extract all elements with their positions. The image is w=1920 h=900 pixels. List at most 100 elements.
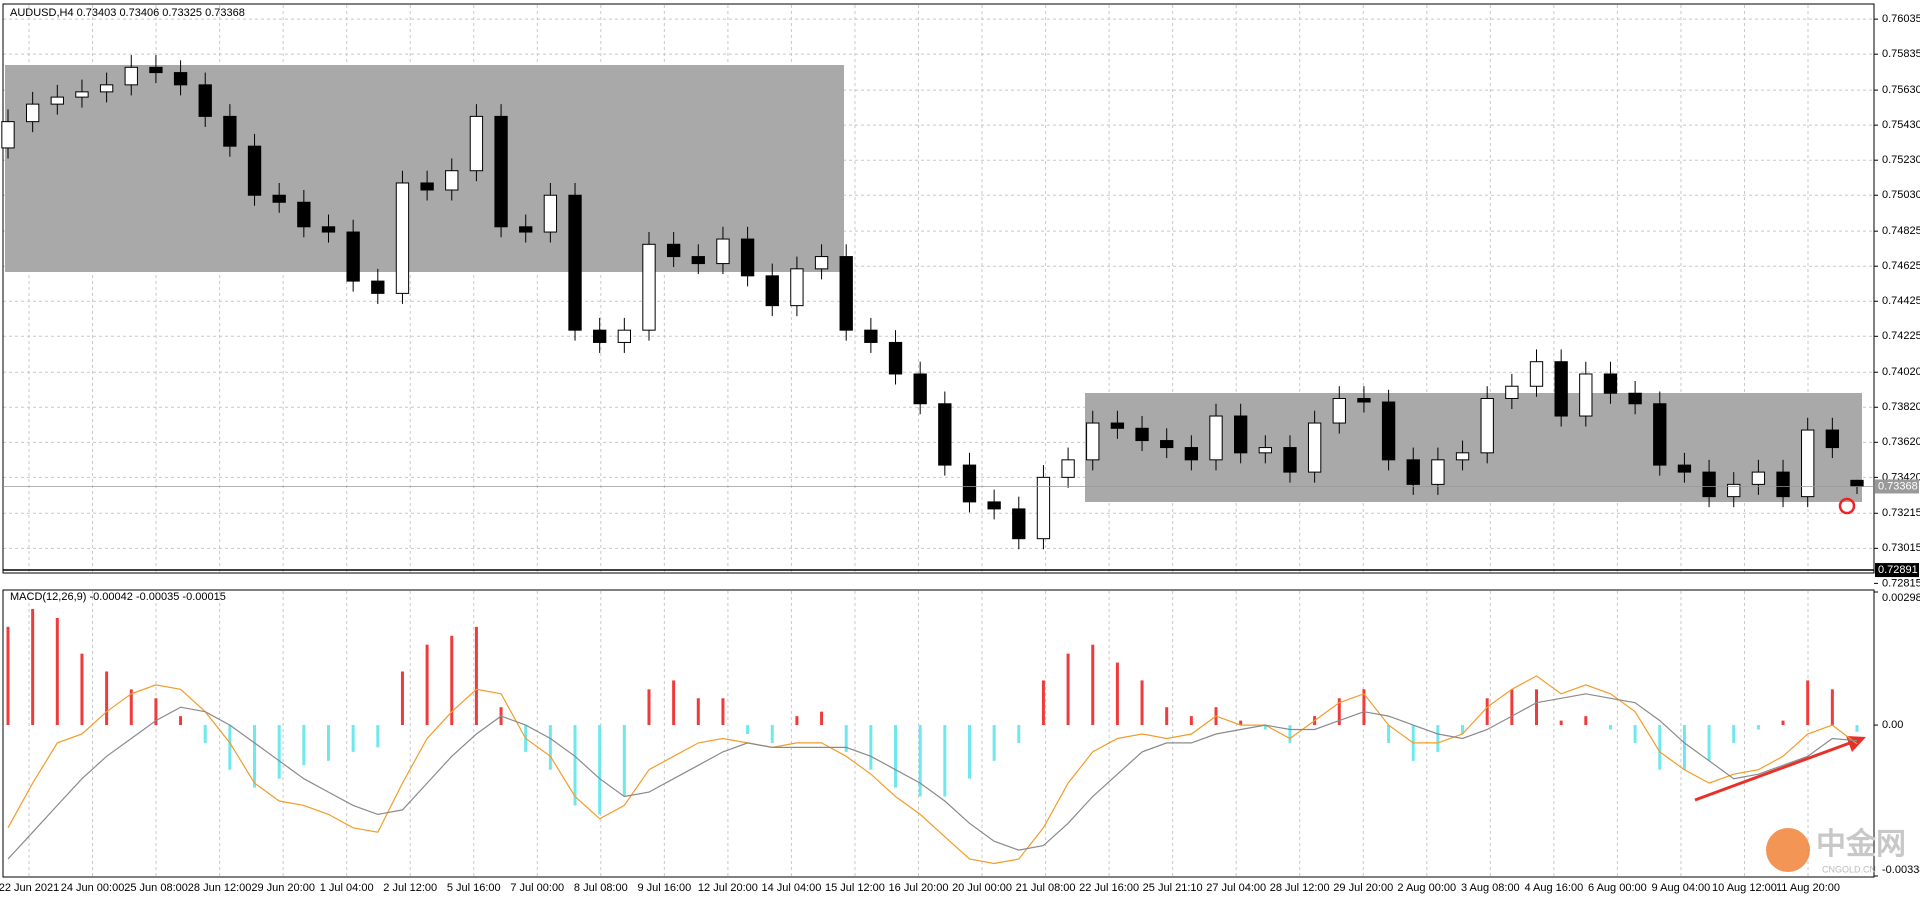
candle-body bbox=[223, 115, 237, 147]
y-tick-label: 0.76035 bbox=[1882, 13, 1920, 25]
y-tick-label: 0.75230 bbox=[1882, 154, 1920, 166]
macd-histogram-bar bbox=[1115, 662, 1119, 726]
y-tick-label: 0.73215 bbox=[1882, 507, 1920, 519]
chart-title: AUDUSD,H4 0.73403 0.73406 0.73325 0.7336… bbox=[10, 7, 245, 19]
candle-body bbox=[938, 403, 952, 466]
macd-histogram-bar bbox=[1189, 716, 1193, 726]
candle-body bbox=[1727, 483, 1741, 498]
macd-histogram-bar bbox=[1337, 698, 1341, 726]
macd-histogram-bar bbox=[253, 725, 257, 788]
macd-histogram-bar bbox=[1288, 725, 1292, 743]
marker-circle bbox=[1838, 497, 1856, 515]
x-tick-label: 29 Jun 20:00 bbox=[251, 882, 315, 894]
candle-body bbox=[346, 231, 360, 282]
y-tick-label: 0.74225 bbox=[1882, 330, 1920, 342]
candle-body bbox=[247, 145, 262, 196]
candle-body bbox=[1406, 459, 1420, 485]
x-tick-label: 11 Aug 20:00 bbox=[1776, 882, 1840, 894]
y-tick-label: 0.74425 bbox=[1882, 295, 1920, 307]
candle-body bbox=[864, 329, 878, 343]
candle-body bbox=[814, 256, 829, 270]
macd-histogram-bar bbox=[795, 716, 799, 726]
y-tick-label: 0.75030 bbox=[1882, 189, 1920, 201]
y-tick-label: 0.73820 bbox=[1882, 401, 1920, 413]
macd-histogram-bar bbox=[672, 680, 676, 726]
macd-histogram-bar bbox=[598, 725, 602, 815]
macd-histogram-bar bbox=[746, 725, 750, 734]
macd-histogram-bar bbox=[770, 725, 774, 743]
line-price-label: 0.72891 bbox=[1878, 564, 1918, 576]
x-tick-label: 2 Jul 12:00 bbox=[383, 882, 437, 894]
arrow-line bbox=[1694, 738, 1859, 802]
x-tick-label: 9 Jul 16:00 bbox=[637, 882, 691, 894]
y-tick-label: 0.72815 bbox=[1882, 577, 1920, 589]
macd-histogram-bar bbox=[129, 689, 133, 726]
candle-body bbox=[1234, 415, 1248, 454]
x-tick-label: 5 Jul 16:00 bbox=[447, 882, 501, 894]
macd-histogram-bar bbox=[203, 725, 207, 743]
macd-histogram-bar bbox=[1830, 689, 1834, 726]
macd-histogram-bar bbox=[1485, 698, 1489, 726]
macd-histogram-bar bbox=[474, 626, 478, 726]
candle-body bbox=[1086, 422, 1100, 461]
macd-histogram-bar bbox=[820, 711, 824, 726]
candle-body bbox=[395, 182, 410, 294]
candle-body bbox=[99, 84, 114, 93]
y-tick-label: 0.75430 bbox=[1882, 119, 1920, 131]
macd-histogram-bar bbox=[1461, 725, 1465, 734]
candle-body bbox=[765, 275, 779, 307]
macd-histogram-bar bbox=[844, 725, 848, 752]
x-tick-label: 9 Aug 04:00 bbox=[1652, 882, 1711, 894]
candle-body bbox=[272, 194, 286, 203]
grid-layer bbox=[3, 5, 1874, 876]
watermark-site: CNGOLD.CN bbox=[1822, 864, 1876, 874]
candle-body bbox=[1751, 471, 1766, 485]
macd-line bbox=[7, 675, 1858, 865]
macd-histogram-bar bbox=[1584, 716, 1588, 726]
candle-body bbox=[1184, 447, 1199, 461]
candle-body bbox=[1431, 459, 1445, 485]
watermark-logo bbox=[1766, 828, 1810, 872]
candle-body bbox=[593, 329, 607, 343]
macd-histogram-bar bbox=[376, 725, 380, 748]
candle-body bbox=[716, 238, 730, 265]
macd-histogram-bar bbox=[1017, 725, 1021, 743]
macd-histogram-bar bbox=[1855, 725, 1859, 732]
y-tick-label: 0.75835 bbox=[1882, 48, 1920, 60]
macd-histogram-bar bbox=[1263, 725, 1267, 730]
x-tick-label: 2 Aug 00:00 bbox=[1397, 882, 1456, 894]
candle-body bbox=[1381, 401, 1396, 461]
macd-histogram-bar bbox=[1362, 689, 1366, 726]
candle-body bbox=[1554, 361, 1568, 417]
macd-histogram-bar bbox=[179, 716, 183, 726]
x-tick-label: 22 Jul 16:00 bbox=[1079, 882, 1139, 894]
candle-body bbox=[1332, 398, 1346, 424]
candle-body bbox=[1258, 447, 1272, 454]
macd-histogram-bar bbox=[967, 725, 971, 779]
x-tick-label: 28 Jun 12:00 bbox=[188, 882, 252, 894]
candle-body bbox=[987, 501, 1001, 510]
macd-histogram-bar bbox=[573, 725, 577, 806]
macd-histogram-bar bbox=[622, 725, 626, 797]
x-tick-label: 14 Jul 04:00 bbox=[761, 882, 821, 894]
x-tick-label: 28 Jul 12:00 bbox=[1270, 882, 1330, 894]
line-price-box bbox=[1875, 563, 1919, 578]
y-tick-label: 0.00 bbox=[1882, 719, 1903, 731]
x-tick-label: 10 Aug 12:00 bbox=[1712, 882, 1777, 894]
candle-body bbox=[50, 96, 64, 105]
macd-histogram-bar bbox=[1806, 680, 1810, 726]
macd-histogram-bar bbox=[425, 644, 429, 726]
candle-body bbox=[962, 464, 977, 503]
macd-histogram-bar bbox=[1239, 720, 1243, 726]
x-tick-label: 4 Aug 16:00 bbox=[1524, 882, 1583, 894]
candle-body bbox=[1036, 476, 1051, 540]
macd-title: MACD(12,26,9) -0.00042 -0.00035 -0.00015 bbox=[10, 591, 226, 603]
candle-body bbox=[1357, 398, 1371, 403]
macd-histogram-bar bbox=[1682, 725, 1686, 770]
macd-histogram-bar bbox=[696, 698, 700, 726]
y-tick-label: 0.74625 bbox=[1882, 260, 1920, 272]
macd-histogram-bar bbox=[55, 617, 59, 726]
candle-body bbox=[1480, 398, 1494, 454]
y-tick-label: 0.73620 bbox=[1882, 436, 1920, 448]
